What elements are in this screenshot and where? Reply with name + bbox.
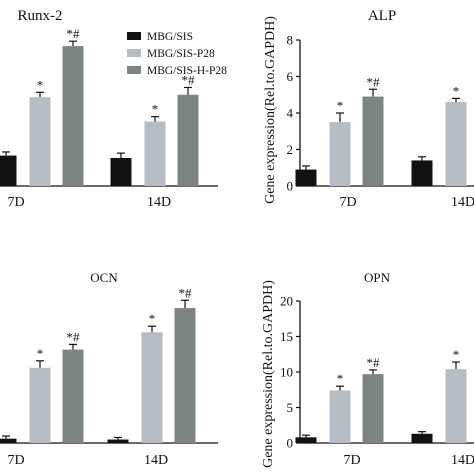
- x-tick-label: 14D: [147, 195, 171, 210]
- bar: [295, 437, 317, 443]
- x-tick-label: 14D: [451, 453, 474, 468]
- y-axis-label-opn: Gene expression(Rel.to.GAPDH): [261, 280, 276, 468]
- bar: [445, 369, 467, 443]
- y-axis-label-alp: Gene expression(Rel.to.GAPDH): [263, 16, 278, 204]
- y-tick-label: 8: [287, 33, 294, 48]
- bar: [329, 122, 351, 186]
- x-tick-label: 14D: [451, 195, 474, 210]
- x-tick-label: 7D: [343, 453, 360, 468]
- bar: [329, 390, 351, 443]
- legend-swatch-mbg-sis: [127, 32, 141, 40]
- bar: [411, 160, 433, 186]
- x-tick-label: 14D: [144, 453, 168, 468]
- bar: [177, 94, 199, 186]
- significance-label: *#: [182, 72, 196, 87]
- significance-label: *#: [179, 285, 193, 300]
- x-tick-label: 7D: [7, 195, 24, 210]
- legend-label-mbg-sis-p28: MBG/SIS-P28: [147, 48, 215, 60]
- legend-label-mbg-sis-h-p28: MBG/SIS-H-P28: [147, 65, 227, 77]
- bar: [0, 155, 17, 186]
- significance-label: *: [453, 347, 460, 362]
- significance-label: *#: [367, 355, 381, 370]
- significance-label: *: [337, 98, 344, 113]
- y-tick-label: 6: [287, 69, 294, 84]
- bar: [144, 121, 166, 186]
- bar: [0, 438, 17, 443]
- significance-label: *: [453, 83, 460, 98]
- bar: [29, 367, 51, 443]
- panel-title-alp: ALP: [368, 8, 396, 24]
- chart-marks: 7D 14D * * *# *# 0 2 4 6 8 7D 14D * * *# 7D 14D * * *# *# 0 5 10…: [0, 26, 474, 468]
- y-tick-label: 2: [287, 142, 294, 157]
- bar: [62, 349, 84, 443]
- bar: [29, 97, 51, 186]
- significance-label: *#: [67, 329, 81, 344]
- bar: [107, 439, 129, 443]
- y-tick-label: 0: [287, 436, 294, 451]
- significance-label: *#: [67, 26, 81, 41]
- y-tick-label: 10: [280, 365, 293, 380]
- y-tick-label: 5: [287, 400, 294, 415]
- significance-label: *: [37, 77, 44, 92]
- bar: [445, 102, 467, 186]
- bar: [141, 332, 163, 443]
- significance-label: *: [152, 102, 159, 117]
- bar: [362, 96, 384, 186]
- x-tick-label: 7D: [339, 195, 356, 210]
- y-tick-label: 4: [287, 106, 294, 121]
- significance-label: *: [37, 346, 44, 361]
- significance-label: *: [149, 311, 156, 326]
- bar: [362, 374, 384, 443]
- bar: [174, 308, 196, 443]
- significance-label: *#: [367, 74, 381, 89]
- bar: [295, 169, 317, 186]
- legend-label-mbg-sis: MBG/SIS: [147, 31, 193, 43]
- panel-title-ocn: OCN: [90, 270, 118, 285]
- legend: MBG/SIS MBG/SIS-P28 MBG/SIS-H-P28: [127, 31, 227, 77]
- legend-swatch-mbg-sis-h-p28: [127, 66, 141, 74]
- legend-swatch-mbg-sis-p28: [127, 49, 141, 57]
- bar: [110, 158, 132, 186]
- bar: [411, 433, 433, 443]
- y-tick-label: 0: [287, 179, 294, 194]
- x-tick-label: 7D: [7, 453, 24, 468]
- panel-title-opn: OPN: [364, 270, 391, 285]
- panel-title-runx2: Runx-2: [18, 8, 63, 24]
- y-tick-label: 20: [280, 294, 293, 309]
- bar: [62, 46, 84, 187]
- significance-label: *: [337, 371, 344, 386]
- y-tick-label: 15: [280, 329, 293, 344]
